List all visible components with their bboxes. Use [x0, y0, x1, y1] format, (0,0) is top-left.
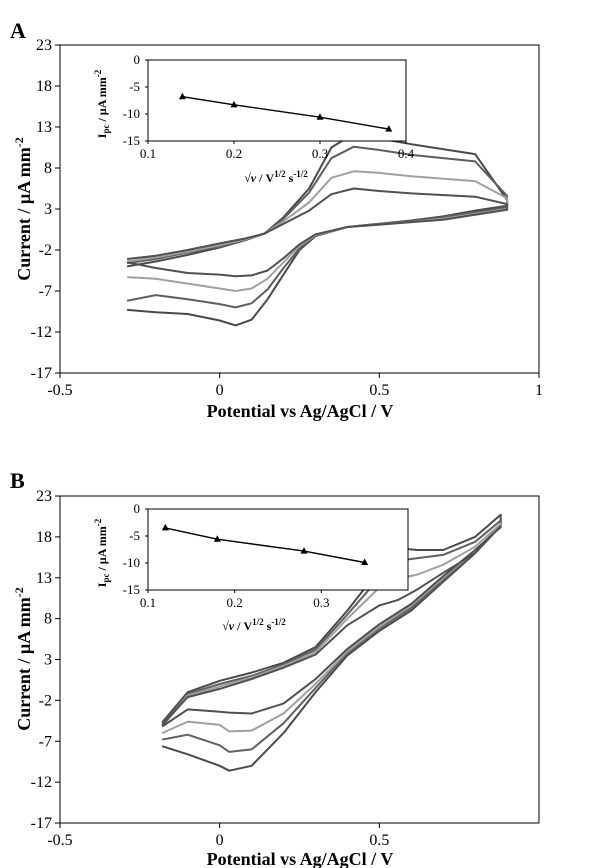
inset-x-tick-label: 0.2: [226, 146, 242, 161]
panel-a-inset-y-label: Ipc / µA mm-2: [93, 69, 111, 138]
inset-fit-line: [182, 96, 389, 130]
inset-fit-line: [165, 527, 365, 564]
y-tick-label: -7: [39, 283, 52, 300]
panel-b-letter: B: [10, 468, 25, 493]
cv-curve-4: [126, 187, 509, 278]
panel-b-y-axis-label: Current / µA mm-2: [12, 587, 34, 731]
y-tick-label: -2: [39, 692, 52, 709]
panel-b-inset-y-ticks: 0 -5 -10 -15: [123, 501, 148, 597]
x-tick-label: 0.5: [369, 382, 389, 399]
inset-data-point: [316, 113, 324, 120]
y-tick-label: -2: [39, 242, 52, 259]
panel-a-x-ticks: -0.5 0 0.5 1: [47, 373, 543, 399]
panel-b-inset-y-label: Ipc / µA mm-2: [93, 518, 111, 587]
y-tick-label: -17: [31, 365, 52, 382]
panel-b-inset-x-label: √ν / V1/2 s-1/2: [222, 617, 286, 633]
y-tick-label: -17: [31, 815, 52, 832]
inset-x-tick-label: 0.3: [313, 595, 329, 610]
inset-data-point: [178, 92, 186, 100]
inset-data-point: [300, 547, 308, 554]
panel-a-letter: A: [10, 18, 26, 43]
y-tick-label: 3: [44, 201, 52, 218]
panel-a-inset-frame: [147, 59, 407, 142]
x-tick-label: -0.5: [47, 382, 72, 399]
x-tick-label: 1: [535, 382, 543, 399]
panel-a-y-axis-label: Current / µA mm-2: [12, 137, 34, 281]
y-tick-label: -12: [31, 774, 52, 791]
inset-data-point: [361, 558, 369, 565]
inset-x-tick-label: 0.3: [312, 146, 328, 161]
panel-b-inset: 0 -5 -10 -15 0.1 0.2 0.3 Ipc / µA mm-2 √ν / V…: [93, 501, 409, 633]
panel-b-inset-data: [161, 523, 369, 565]
panel-a: A 23 18 13 8 3 -2 -7 -12 -17 -0.5 0 0.5 1 Potential…: [10, 18, 543, 421]
x-tick-label: -0.5: [47, 832, 72, 849]
y-tick-label: 8: [44, 160, 52, 177]
y-tick-label: 18: [36, 78, 52, 95]
panel-a-inset-x-label: √ν / V1/2 s-1/2: [244, 169, 308, 185]
y-tick-label: 18: [36, 529, 52, 546]
inset-data-point: [161, 523, 169, 531]
y-tick-label: 3: [44, 652, 52, 669]
inset-data-point: [213, 535, 221, 542]
y-tick-label: 13: [36, 119, 52, 136]
inset-y-tick-label: -5: [129, 528, 140, 543]
x-tick-label: 0: [216, 832, 224, 849]
inset-y-tick-label: -10: [123, 106, 140, 121]
inset-y-tick-label: 0: [134, 501, 141, 516]
y-tick-label: 8: [44, 611, 52, 628]
cv-curve-4: [161, 525, 502, 728]
y-tick-label: -7: [39, 733, 52, 750]
panel-a-inset-y-ticks: 0 -5 -10 -15: [123, 52, 148, 148]
inset-y-tick-label: -5: [129, 79, 140, 94]
y-tick-label: 23: [36, 488, 52, 505]
panel-a-inset: 0 -5 -10 -15 0.1 0.2 0.3 0.4 Ipc / µA mm-2 √ν …: [93, 52, 415, 185]
panel-a-y-ticks: 23 18 13 8 3 -2 -7 -12 -17: [31, 37, 60, 382]
inset-y-tick-label: -15: [123, 133, 140, 148]
panel-b: B 23 18 13 8 3 -2 -7 -12 -17 -0.5 0 0.5 Potential …: [10, 468, 540, 868]
cv-curve-1: [126, 132, 509, 327]
panel-b-series: [161, 513, 502, 772]
panel-b-inset-x-ticks: 0.1 0.2 0.3: [140, 590, 329, 610]
y-tick-label: -12: [31, 324, 52, 341]
y-tick-label: 23: [36, 37, 52, 54]
inset-y-tick-label: -15: [123, 582, 140, 597]
x-tick-label: 0: [216, 382, 224, 399]
panel-a-series: [126, 132, 509, 327]
x-tick-label: 0.5: [369, 832, 389, 849]
inset-x-tick-label: 0.1: [140, 146, 156, 161]
inset-x-tick-label: 0.4: [398, 146, 415, 161]
inset-y-tick-label: 0: [134, 52, 141, 67]
inset-data-point: [230, 100, 238, 108]
panel-a-x-axis-label: Potential vs Ag/AgCl / V: [207, 401, 394, 421]
cv-curve-3: [161, 522, 502, 735]
panel-b-y-ticks: 23 18 13 8 3 -2 -7 -12 -17: [31, 488, 60, 832]
inset-x-tick-label: 0.1: [140, 595, 156, 610]
panel-b-x-axis-label: Potential vs Ag/AgCl / V: [207, 849, 394, 868]
panel-a-inset-data: [178, 92, 393, 132]
y-tick-label: 13: [36, 570, 52, 587]
inset-x-tick-label: 0.2: [227, 595, 243, 610]
panel-b-inset-frame: [147, 508, 409, 591]
panel-b-x-ticks: -0.5 0 0.5: [47, 823, 389, 849]
inset-data-point: [385, 125, 393, 132]
panel-a-inset-x-ticks: 0.1 0.2 0.3 0.4: [140, 141, 415, 161]
inset-y-tick-label: -10: [123, 555, 140, 570]
